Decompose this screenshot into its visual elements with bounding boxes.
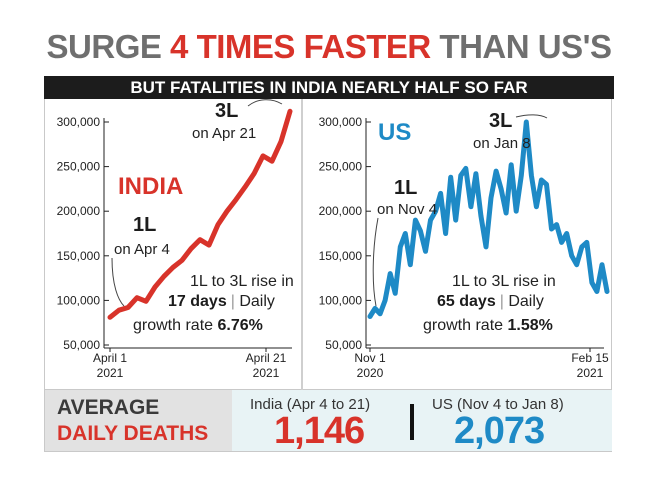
charts-divider	[301, 99, 303, 390]
india-y-tick-label: 250,000	[57, 160, 101, 174]
india-chart: 300,000 250,000 200,000 150,000 100,000 50,00…	[57, 99, 294, 380]
india-note-line2: 17 days | Daily	[168, 293, 275, 310]
india-x-tick-year: 2021	[97, 366, 124, 380]
us-y-tick-label: 150,000	[319, 249, 363, 263]
us-annotation-3l-sub: on Jan 8	[473, 135, 531, 152]
us-annotation-1l: 1L	[394, 177, 417, 199]
us-annotation-3l: 3L	[489, 110, 512, 132]
stats-separator	[410, 404, 414, 440]
us-y-tick-label: 300,000	[319, 115, 363, 129]
india-y-tick-label: 200,000	[57, 204, 101, 218]
us-note-line3: growth rate 1.58%	[423, 317, 553, 334]
india-note-separator: |	[231, 293, 235, 310]
us-y-tick-label: 250,000	[319, 160, 363, 174]
us-series-line	[367, 119, 610, 319]
us-note-days: 65 days	[437, 293, 496, 310]
us-note-daily: Daily	[504, 293, 544, 310]
india-x-tick-label: April 21	[246, 351, 287, 365]
us-note-separator: |	[500, 293, 504, 310]
us-x-tick-label: Nov 1	[354, 351, 386, 365]
us-annotation-1l-sub: on Nov 4	[377, 201, 437, 218]
india-annotation-3l: 3L	[215, 100, 238, 122]
india-annotation-1l: 1L	[133, 214, 156, 236]
us-stat-value: 2,073	[454, 410, 545, 452]
india-y-tick-label: 300,000	[57, 115, 101, 129]
india-y-ticks: 300,000 250,000 200,000 150,000 100,000 50,00…	[57, 115, 109, 352]
headline-part1: SURGE	[46, 28, 171, 65]
us-y-tick-label: 200,000	[319, 204, 363, 218]
india-y-tick-label: 150,000	[57, 249, 101, 263]
headline-part2: THAN US'S	[430, 28, 612, 65]
subheadline: BUT FATALITIES IN INDIA NEARLY HALF SO F…	[44, 76, 614, 99]
india-stat-value: 1,146	[274, 410, 365, 452]
india-note-growth-label: growth rate	[133, 317, 217, 334]
india-stat-label: India (Apr 4 to 21)	[250, 396, 371, 413]
india-x-tick-year: 2021	[253, 366, 280, 380]
india-x-tick-label: April 1	[93, 351, 127, 365]
us-y-tick-label: 50,000	[325, 338, 362, 352]
us-chart: 300,000 250,000 200,000 150,000 100,000 50,00…	[319, 110, 610, 380]
headline: SURGE 4 TIMES FASTER THAN US'S	[44, 28, 614, 66]
us-annotation-1l-leader	[372, 217, 379, 307]
headline-highlight: 4 TIMES FASTER	[170, 28, 431, 65]
us-y-ticks: 300,000 250,000 200,000 150,000 100,000 50,00…	[319, 115, 371, 352]
us-y-tick-label: 100,000	[319, 293, 363, 307]
india-y-tick-label: 50,000	[63, 338, 100, 352]
india-note-days: 17 days	[168, 293, 227, 310]
us-note-growth-label: growth rate	[423, 317, 507, 334]
us-x-tick-year: 2021	[577, 366, 604, 380]
us-x-tick-label: Feb 15	[571, 351, 609, 365]
us-annotation-3l-leader	[515, 114, 548, 119]
india-annotation-1l-leader	[111, 257, 125, 307]
india-note-daily: Daily	[235, 293, 275, 310]
summary-stats-box: India (Apr 4 to 21) 1,146 US (Nov 4 to J…	[232, 390, 612, 452]
india-note-line1: 1L to 3L rise in	[190, 273, 294, 290]
us-chart-title: US	[378, 119, 411, 146]
india-y-tick-label: 100,000	[57, 293, 101, 307]
india-annotation-1l-sub: on Apr 4	[114, 241, 170, 258]
us-x-tick-year: 2020	[357, 366, 384, 380]
us-note-line1: 1L to 3L rise in	[452, 273, 556, 290]
india-annotation-3l-sub: on Apr 21	[192, 125, 256, 142]
india-chart-title: INDIA	[118, 173, 183, 200]
summary-band: AVERAGE DAILY DEATHS India (Apr 4 to 21)…	[44, 390, 612, 452]
summary-title-box: AVERAGE DAILY DEATHS	[45, 390, 232, 451]
us-note-rate: 1.58%	[507, 317, 552, 334]
us-stat-label: US (Nov 4 to Jan 8)	[432, 396, 564, 413]
india-annotation-3l-leader	[247, 99, 283, 107]
india-note-rate: 6.76%	[217, 317, 262, 334]
india-note-line3: growth rate 6.76%	[133, 317, 263, 334]
summary-title-line2: DAILY DEATHS	[57, 422, 209, 445]
us-note-line2: 65 days | Daily	[437, 293, 544, 310]
india-series-line	[107, 108, 293, 320]
charts-frame	[44, 99, 612, 390]
summary-title-line1: AVERAGE	[57, 396, 160, 419]
